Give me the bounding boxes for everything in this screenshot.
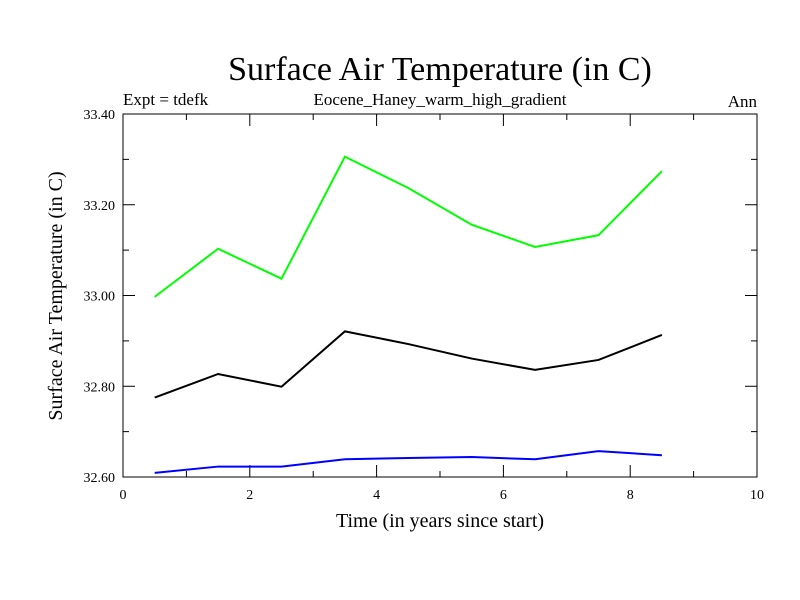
series-group [154, 155, 663, 474]
x-tick-label: 0 [120, 488, 127, 503]
x-tick-label: 8 [627, 488, 634, 503]
y-tick-label: 32.80 [84, 380, 116, 395]
y-tick-label: 33.40 [84, 108, 116, 123]
chart-title: Surface Air Temperature (in C) [228, 51, 652, 88]
series-line-1 [154, 155, 663, 298]
y-axis-label: Surface Air Temperature (in C) [45, 171, 67, 420]
y-tick-label: 33.00 [84, 290, 116, 305]
x-axis-label: Time (in years since start) [336, 510, 544, 532]
x-tick-label: 6 [500, 488, 507, 503]
series-line-3 [154, 450, 662, 474]
chart-subtitle-center: Eocene_Haney_warm_high_gradient [313, 90, 566, 109]
x-tick-label: 4 [373, 488, 380, 503]
axis-ticks: 0 2 4 6 8 10 32.60 32.80 33.00 33.20 33.40 [84, 108, 765, 503]
plot-frame [122, 113, 758, 478]
y-tick-label: 32.60 [84, 471, 116, 486]
series-line-2 [154, 330, 663, 399]
chart-subtitle-right: Ann [728, 92, 758, 111]
y-tick-label: 33.20 [84, 199, 116, 214]
chart-subtitle-left: Expt = tdefk [123, 90, 209, 109]
x-tick-label: 10 [750, 488, 764, 503]
x-tick-label: 2 [246, 488, 253, 503]
